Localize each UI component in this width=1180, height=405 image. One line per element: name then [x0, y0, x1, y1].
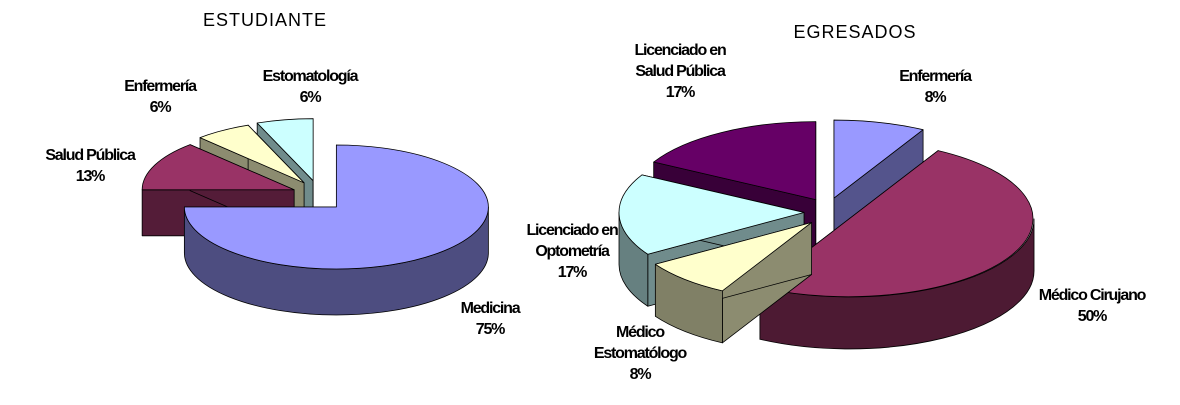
value-label: 6% — [149, 99, 172, 116]
category-label: Médico Estomatólogo — [593, 324, 687, 362]
value-label: 75% — [475, 321, 506, 338]
chart-title: EGRESADOS — [793, 22, 917, 42]
category-label: Enfermería — [124, 78, 197, 95]
slice — [833, 119, 924, 199]
value-label: 6% — [299, 89, 322, 106]
slice — [141, 144, 295, 191]
category-label: Licenciado en Optometría — [526, 222, 618, 260]
category-label: Enfermería — [899, 68, 972, 85]
category-label: Medicina — [460, 300, 521, 317]
data-label: Médico Estomatólogo 8% — [590, 322, 690, 385]
value-label: 8% — [629, 366, 652, 383]
data-label: Licenciado en Optometría 17% — [517, 220, 627, 283]
slice — [183, 144, 489, 270]
category-label: Estomatología — [262, 68, 359, 85]
slice — [654, 222, 812, 292]
data-label: Medicina 75% — [460, 298, 521, 340]
slice — [759, 150, 1034, 298]
data-label: Médico Cirujano 50% — [1038, 285, 1147, 327]
value-label: 13% — [75, 168, 106, 185]
slice — [199, 124, 305, 184]
category-label: Médico Cirujano — [1038, 287, 1147, 304]
slice-wall — [759, 218, 1035, 350]
category-label: Licenciado en Salud Pública — [634, 42, 726, 80]
value-label: 17% — [665, 84, 696, 101]
value-label: 50% — [1077, 308, 1108, 325]
value-label: 8% — [924, 89, 947, 106]
data-label: Licenciado en Salud Pública 17% — [620, 40, 740, 103]
slice — [256, 118, 314, 182]
category-label: Salud Pública — [45, 147, 136, 164]
slice — [653, 121, 817, 201]
slice — [618, 174, 805, 255]
chart-title: ESTUDIANTE — [202, 10, 328, 30]
data-label: Salud Pública 13% — [45, 145, 136, 187]
data-label: Enfermería 8% — [899, 66, 972, 108]
value-label: 17% — [557, 264, 588, 281]
data-label: Enfermería 6% — [124, 76, 197, 118]
data-label: Estomatología 6% — [262, 66, 359, 108]
